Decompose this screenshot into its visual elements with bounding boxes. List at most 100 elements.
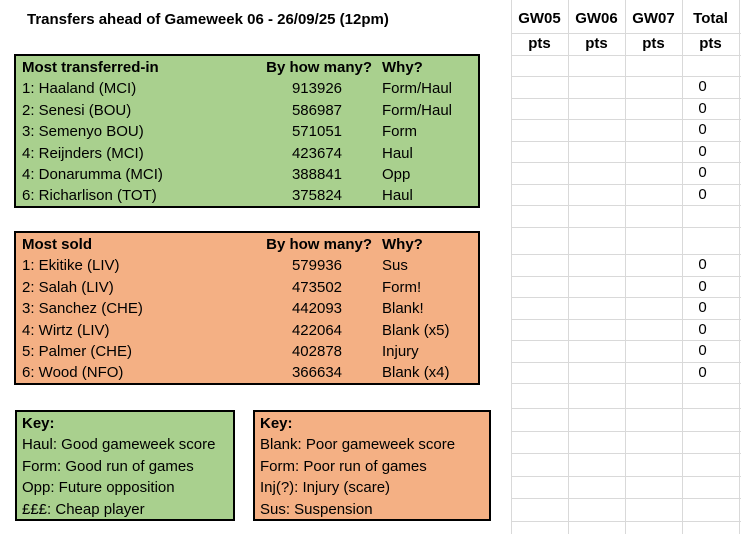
- gridline: [568, 0, 569, 534]
- why-cell: Form/Haul: [382, 80, 453, 98]
- gridline: [511, 76, 741, 77]
- key-line: Opp: Future opposition: [22, 479, 175, 497]
- count-cell: 473502: [291, 278, 343, 296]
- col-subheader-gw05-pts[interactable]: pts: [528, 35, 551, 52]
- col-header-by-how-many: By how many?: [266, 236, 372, 253]
- gridline: [511, 275, 741, 277]
- transfers-out-title: Most sold: [22, 236, 92, 253]
- col-header-total[interactable]: Total: [693, 10, 728, 27]
- player-cell: 1: Ekitike (LIV): [22, 257, 120, 275]
- transfers-out-header-row[interactable]: Most sold By how many? Why?: [22, 234, 472, 255]
- table-row[interactable]: 3: Semenyo BOU) 571051 Form: [22, 121, 472, 142]
- table-row[interactable]: 6: Wood (NFO) 366634 Blank (x4): [22, 362, 472, 383]
- why-cell: Blank (x4): [382, 364, 450, 382]
- total-pts-cell[interactable]: 0: [698, 185, 707, 203]
- key-line: Form: Good run of games: [22, 457, 194, 475]
- why-cell: Form: [382, 123, 417, 141]
- player-cell: 1: Haaland (MCI): [22, 80, 137, 98]
- gridline: [511, 205, 741, 206]
- count-cell: 366634: [291, 364, 343, 382]
- key-box-transfers-in: Key: Haul: Good gameweek score Form: Goo…: [15, 410, 235, 521]
- gridline: [511, 318, 741, 320]
- count-cell: 402878: [291, 342, 343, 360]
- total-pts-cell[interactable]: 0: [698, 256, 707, 273]
- why-cell: Form!: [382, 278, 422, 296]
- player-cell: 4: Donarumma (MCI): [22, 165, 163, 183]
- total-pts-cell[interactable]: 0: [698, 164, 707, 181]
- gridline: [511, 383, 741, 384]
- gridline: [739, 0, 740, 534]
- gridline: [511, 140, 741, 142]
- gridline: [511, 520, 741, 522]
- gridline: [511, 0, 512, 534]
- page-title[interactable]: Transfers ahead of Gameweek 06 - 26/09/2…: [27, 11, 389, 28]
- key-line: Form: Poor run of games: [260, 457, 427, 475]
- gridline: [511, 162, 741, 163]
- table-row[interactable]: 4: Wirtz (LIV) 422064 Blank (x5): [22, 320, 472, 341]
- total-pts-cell[interactable]: 0: [698, 363, 707, 381]
- gridline: [511, 97, 741, 99]
- table-row[interactable]: 1: Ekitike (LIV) 579936 Sus: [22, 255, 472, 276]
- total-pts-cell[interactable]: 0: [698, 78, 707, 95]
- count-cell: 586987: [291, 101, 343, 119]
- why-cell: Sus: [382, 257, 408, 275]
- total-pts-cell[interactable]: 0: [698, 299, 707, 316]
- total-pts-cell[interactable]: 0: [698, 99, 707, 117]
- count-cell: 913926: [291, 80, 343, 98]
- table-row[interactable]: 3: Sanchez (CHE) 442093 Blank!: [22, 298, 472, 319]
- why-cell: Form/Haul: [382, 101, 453, 119]
- gridline: [511, 297, 741, 298]
- table-row[interactable]: 4: Donarumma (MCI) 388841 Opp: [22, 164, 472, 185]
- gridline: [511, 408, 741, 409]
- total-pts-cell[interactable]: 0: [698, 142, 707, 160]
- col-subheader-gw07-pts[interactable]: pts: [642, 35, 665, 52]
- total-pts-cell[interactable]: 0: [698, 342, 707, 359]
- transfers-in-table: Most transferred-in By how many? Why? 1:…: [14, 54, 480, 208]
- total-pts-cell[interactable]: 0: [698, 277, 707, 295]
- gridline: [511, 254, 741, 255]
- player-cell: 3: Sanchez (CHE): [22, 300, 143, 318]
- col-header-gw05[interactable]: GW05: [518, 10, 561, 27]
- player-cell: 2: Senesi (BOU): [22, 101, 132, 119]
- key-line: Blank: Poor gameweek score: [260, 436, 456, 454]
- key-line: £££: Cheap player: [22, 500, 145, 518]
- table-row[interactable]: 2: Salah (LIV) 473502 Form!: [22, 277, 472, 298]
- player-cell: 6: Richarlison (TOT): [22, 187, 157, 205]
- key-title: Key:: [22, 415, 55, 432]
- count-cell: 388841: [291, 165, 343, 183]
- gridline: [511, 183, 741, 185]
- col-subheader-total-pts[interactable]: pts: [699, 35, 722, 52]
- key-title: Key:: [260, 415, 293, 432]
- why-cell: Blank (x5): [382, 321, 450, 339]
- table-row[interactable]: 5: Palmer (CHE) 402878 Injury: [22, 341, 472, 362]
- gridline: [682, 0, 683, 534]
- gridline: [511, 453, 741, 454]
- key-line: Sus: Suspension: [260, 500, 373, 518]
- gridline: [511, 340, 741, 341]
- why-cell: Haul: [382, 144, 413, 162]
- why-cell: Haul: [382, 187, 413, 205]
- col-header-why: Why?: [382, 236, 423, 253]
- gridline: [511, 119, 741, 120]
- table-row[interactable]: 4: Reijnders (MCI) 423674 Haul: [22, 143, 472, 164]
- gridline: [511, 226, 741, 228]
- transfers-in-header-row[interactable]: Most transferred-in By how many? Why?: [22, 57, 472, 78]
- player-cell: 4: Wirtz (LIV): [22, 321, 110, 339]
- player-cell: 4: Reijnders (MCI): [22, 144, 144, 162]
- col-header-gw06[interactable]: GW06: [575, 10, 618, 27]
- count-cell: 375824: [291, 187, 343, 205]
- player-cell: 6: Wood (NFO): [22, 364, 124, 382]
- total-pts-cell[interactable]: 0: [698, 121, 707, 138]
- table-row[interactable]: 1: Haaland (MCI) 913926 Form/Haul: [22, 78, 472, 99]
- count-cell: 442093: [291, 300, 343, 318]
- total-pts-cell[interactable]: 0: [698, 320, 707, 338]
- table-row[interactable]: 6: Richarlison (TOT) 375824 Haul: [22, 185, 472, 206]
- count-cell: 422064: [291, 321, 343, 339]
- player-cell: 2: Salah (LIV): [22, 278, 114, 296]
- table-row[interactable]: 2: Senesi (BOU) 586987 Form/Haul: [22, 100, 472, 121]
- col-header-gw07[interactable]: GW07: [632, 10, 675, 27]
- col-subheader-gw06-pts[interactable]: pts: [585, 35, 608, 52]
- gridline: [625, 0, 626, 534]
- transfers-in-title: Most transferred-in: [22, 59, 159, 76]
